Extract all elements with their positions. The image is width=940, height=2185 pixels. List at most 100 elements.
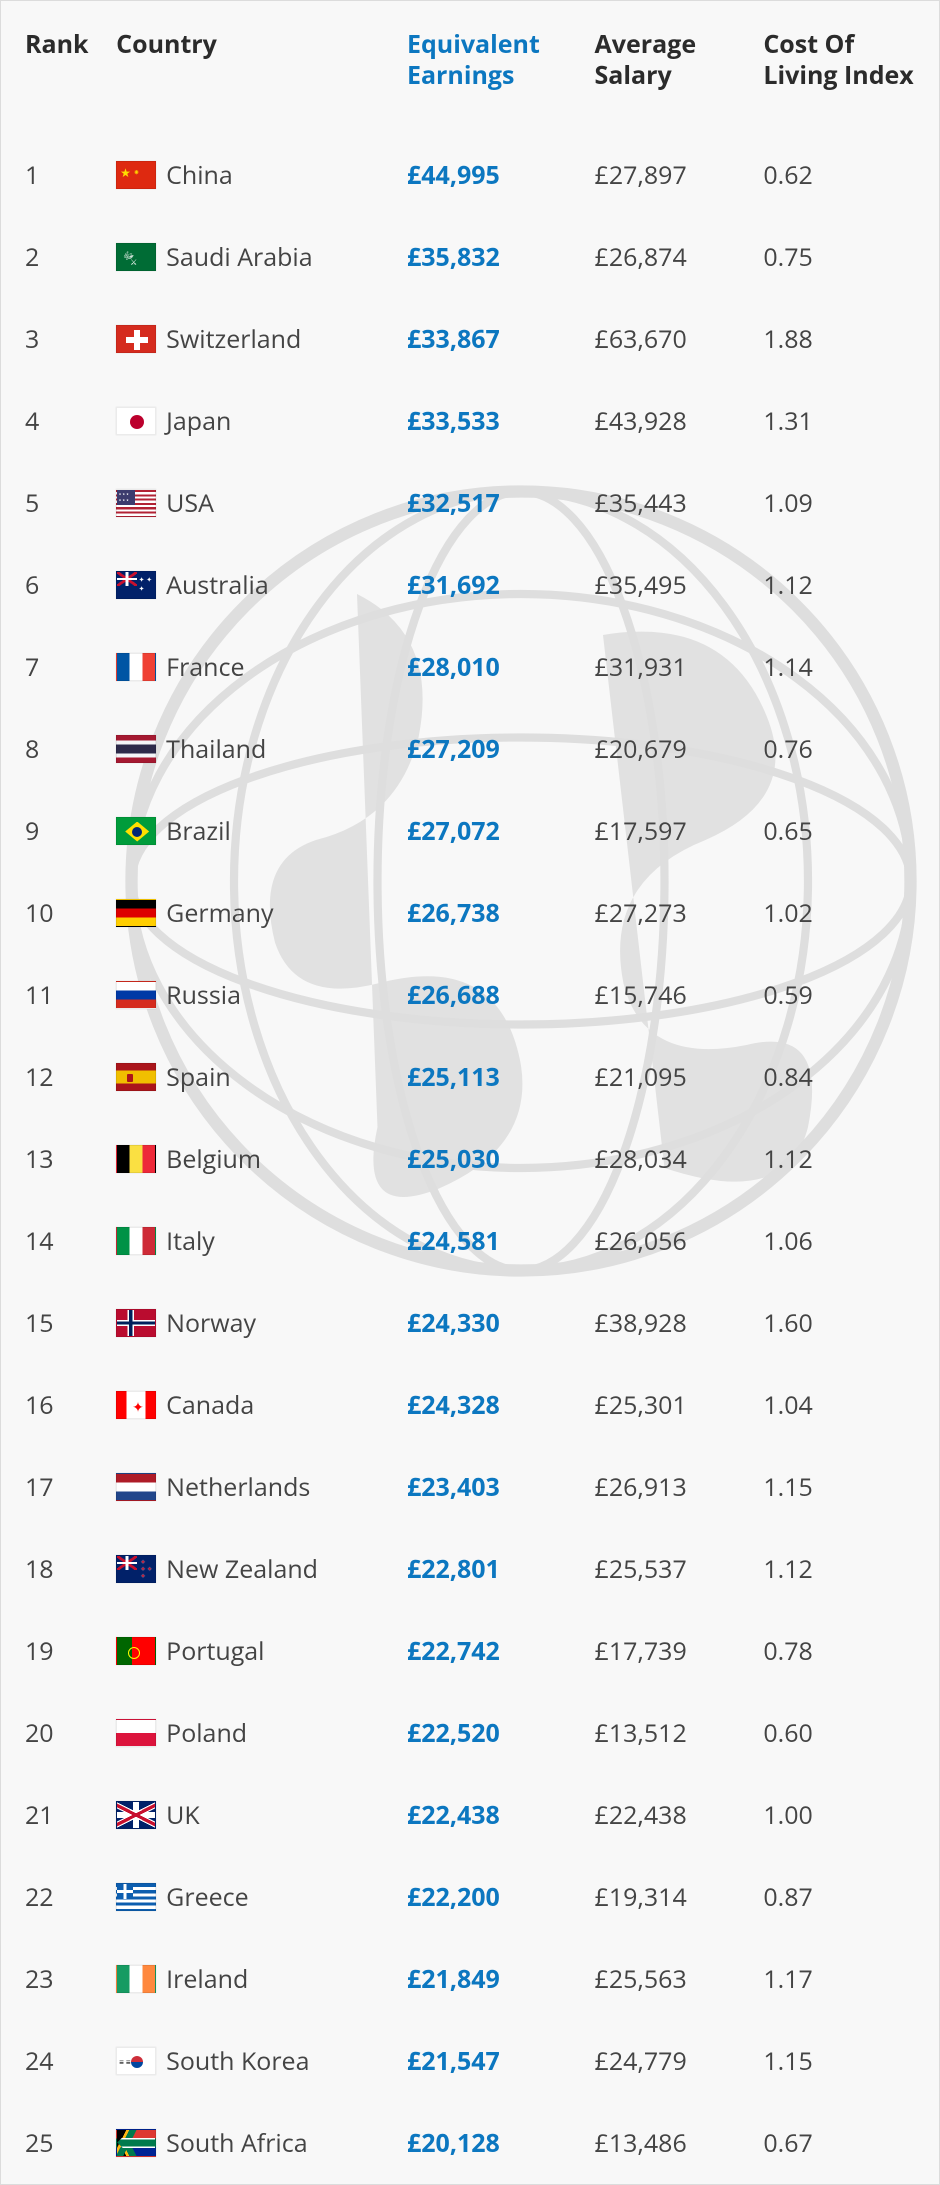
- cell-salary: £35,443: [583, 462, 752, 544]
- cell-salary: £25,301: [583, 1364, 752, 1446]
- cell-rank: 14: [1, 1200, 104, 1282]
- country-name: Germany: [166, 896, 273, 930]
- cell-salary: £28,034: [583, 1118, 752, 1200]
- country-name: Netherlands: [166, 1470, 310, 1504]
- flag-icon: [116, 161, 156, 189]
- cell-salary: £26,874: [583, 216, 752, 298]
- cell-salary: £15,746: [583, 954, 752, 1036]
- cell-country: Canada: [104, 1364, 395, 1446]
- cell-coli: 0.84: [751, 1036, 939, 1118]
- flag-icon: [116, 1883, 156, 1911]
- cell-rank: 16: [1, 1364, 104, 1446]
- flag-icon: [116, 243, 156, 271]
- flag-icon: [116, 899, 156, 927]
- cell-earnings: £27,209: [395, 708, 583, 790]
- cell-country: UK: [104, 1774, 395, 1856]
- table-row: 10 Germany £26,738 £27,273 1.02: [1, 872, 939, 954]
- cell-earnings: £22,438: [395, 1774, 583, 1856]
- country-name: Italy: [166, 1224, 215, 1258]
- table-row: 9 Brazil £27,072 £17,597 0.65: [1, 790, 939, 872]
- cell-country: Russia: [104, 954, 395, 1036]
- cell-country: Greece: [104, 1856, 395, 1938]
- table-row: 11 Russia £26,688 £15,746 0.59: [1, 954, 939, 1036]
- cell-country: South Africa: [104, 2102, 395, 2184]
- cell-coli: 0.60: [751, 1692, 939, 1774]
- cell-earnings: £33,867: [395, 298, 583, 380]
- cell-rank: 20: [1, 1692, 104, 1774]
- cell-salary: £63,670: [583, 298, 752, 380]
- cell-salary: £31,931: [583, 626, 752, 708]
- table-row: 16 Canada £24,328 £25,301 1.04: [1, 1364, 939, 1446]
- table-row: 2 Saudi Arabia £35,832 £26,874 0.75: [1, 216, 939, 298]
- cell-earnings: £31,692: [395, 544, 583, 626]
- cell-coli: 1.17: [751, 1938, 939, 2020]
- cell-salary: £35,495: [583, 544, 752, 626]
- table-row: 14 Italy £24,581 £26,056 1.06: [1, 1200, 939, 1282]
- country-name: Belgium: [166, 1142, 261, 1176]
- cell-earnings: £32,517: [395, 462, 583, 544]
- cell-earnings: £22,200: [395, 1856, 583, 1938]
- flag-icon: [116, 1227, 156, 1255]
- cell-country: Japan: [104, 380, 395, 462]
- cell-country: Netherlands: [104, 1446, 395, 1528]
- table-row: 23 Ireland £21,849 £25,563 1.17: [1, 1938, 939, 2020]
- country-name: Spain: [166, 1060, 231, 1094]
- country-name: South Korea: [166, 2044, 309, 2078]
- cell-country: France: [104, 626, 395, 708]
- cell-rank: 8: [1, 708, 104, 790]
- cell-rank: 4: [1, 380, 104, 462]
- cell-rank: 24: [1, 2020, 104, 2102]
- cell-earnings: £21,547: [395, 2020, 583, 2102]
- country-name: Thailand: [166, 732, 266, 766]
- col-header-rank[interactable]: Rank: [1, 1, 104, 134]
- flag-icon: [116, 1473, 156, 1501]
- cell-rank: 17: [1, 1446, 104, 1528]
- cell-salary: £26,056: [583, 1200, 752, 1282]
- cell-salary: £17,739: [583, 1610, 752, 1692]
- cell-country: Norway: [104, 1282, 395, 1364]
- col-header-salary[interactable]: Average Salary: [583, 1, 752, 134]
- table-row: 12 Spain £25,113 £21,095 0.84: [1, 1036, 939, 1118]
- flag-icon: [116, 1309, 156, 1337]
- flag-icon: [116, 571, 156, 599]
- cell-rank: 19: [1, 1610, 104, 1692]
- cell-rank: 15: [1, 1282, 104, 1364]
- cell-country: New Zealand: [104, 1528, 395, 1610]
- cell-salary: £27,897: [583, 134, 752, 216]
- table-row: 8 Thailand £27,209 £20,679 0.76: [1, 708, 939, 790]
- cell-country: Portugal: [104, 1610, 395, 1692]
- col-header-country[interactable]: Country: [104, 1, 395, 134]
- cell-coli: 0.65: [751, 790, 939, 872]
- flag-icon: [116, 1965, 156, 1993]
- cell-earnings: £22,801: [395, 1528, 583, 1610]
- col-header-earnings[interactable]: Equivalent Earnings: [395, 1, 583, 134]
- country-name: UK: [166, 1798, 200, 1832]
- table-row: 4 Japan £33,533 £43,928 1.31: [1, 380, 939, 462]
- cell-earnings: £26,738: [395, 872, 583, 954]
- country-name: Russia: [166, 978, 241, 1012]
- cell-salary: £26,913: [583, 1446, 752, 1528]
- cell-earnings: £33,533: [395, 380, 583, 462]
- table-row: 20 Poland £22,520 £13,512 0.60: [1, 1692, 939, 1774]
- cell-coli: 0.78: [751, 1610, 939, 1692]
- cell-country: Ireland: [104, 1938, 395, 2020]
- cell-country: USA: [104, 462, 395, 544]
- earnings-table: Rank Country Equivalent Earnings Average…: [1, 1, 939, 2184]
- cell-coli: 1.06: [751, 1200, 939, 1282]
- col-header-coli[interactable]: Cost Of Living Index: [751, 1, 939, 134]
- cell-coli: 0.67: [751, 2102, 939, 2184]
- table-row: 24 South Korea £21,547 £24,779 1.15: [1, 2020, 939, 2102]
- cell-country: Italy: [104, 1200, 395, 1282]
- cell-salary: £38,928: [583, 1282, 752, 1364]
- cell-coli: 0.76: [751, 708, 939, 790]
- country-name: Brazil: [166, 814, 231, 848]
- flag-icon: [116, 2129, 156, 2157]
- table-row: 3 Switzerland £33,867 £63,670 1.88: [1, 298, 939, 380]
- table-body: 1 China £44,995 £27,897 0.62 2 Saudi Ara…: [1, 134, 939, 2184]
- flag-icon: [116, 653, 156, 681]
- cell-earnings: £24,328: [395, 1364, 583, 1446]
- cell-rank: 21: [1, 1774, 104, 1856]
- table-row: 22 Greece £22,200 £19,314 0.87: [1, 1856, 939, 1938]
- flag-icon: [116, 1063, 156, 1091]
- cell-coli: 1.88: [751, 298, 939, 380]
